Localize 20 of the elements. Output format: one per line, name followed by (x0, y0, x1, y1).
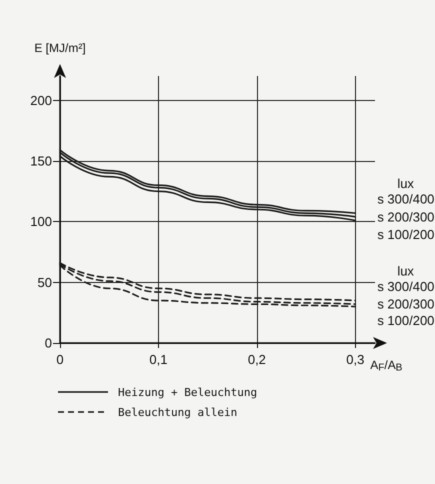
text: lux (397, 176, 414, 192)
y-tick-label: 0 (44, 336, 52, 350)
series-label: s 100/200 (377, 313, 434, 328)
y-axis-title: E [MJ/m²] (34, 41, 86, 55)
text: lux (397, 264, 414, 279)
series-label: s 200/300 (377, 209, 434, 224)
x-tick-label: 0,2 (248, 352, 266, 367)
y-tick-label: 150 (30, 153, 52, 168)
series-label: s 300/400 (377, 192, 434, 207)
series-label: s 300/400 (377, 279, 434, 294)
y-tick-label: 50 (38, 274, 52, 290)
x-tick-label: 0 (56, 352, 64, 367)
x-tick-label: 0,3 (346, 352, 364, 367)
y-tick-label: 100 (30, 214, 52, 230)
x-tick-label: 0,1 (149, 352, 168, 367)
text: Heizung + Beleuchtung (118, 386, 258, 398)
series-label: s 100/200 (377, 226, 434, 242)
series-label: s 200/300 (377, 296, 434, 312)
text: Beleuchtung allein (118, 406, 238, 418)
y-tick-label: 200 (30, 92, 52, 108)
